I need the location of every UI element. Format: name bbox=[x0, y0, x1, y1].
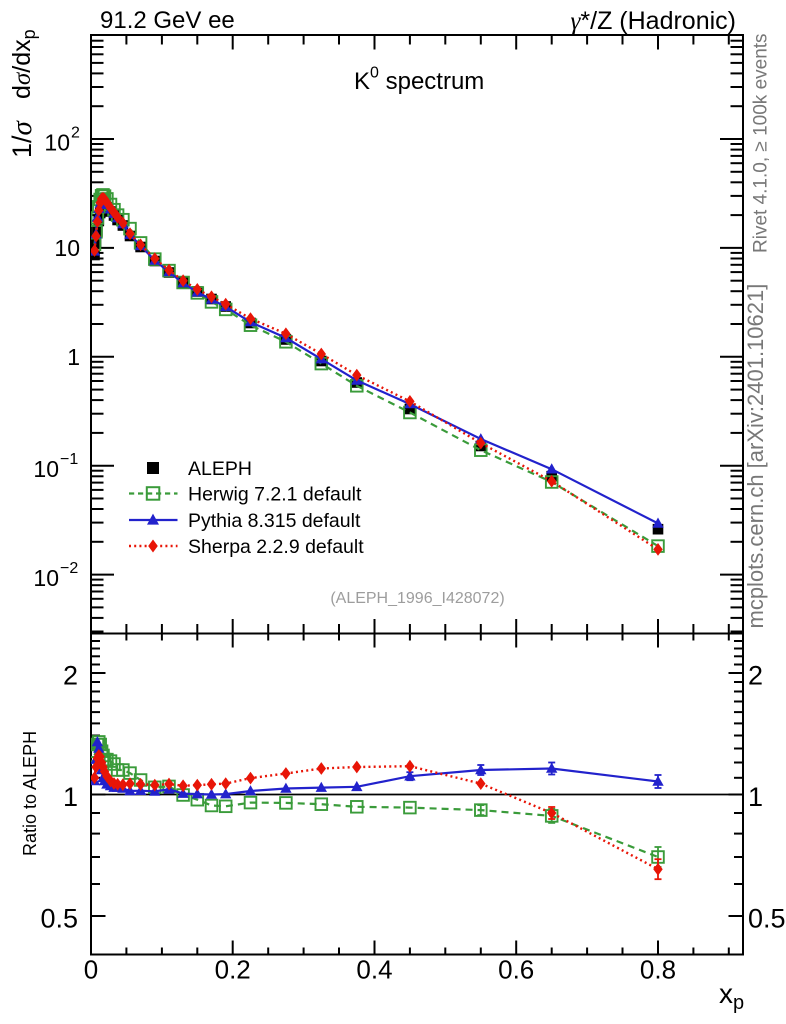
svg-text:Herwig 7.2.1 default: Herwig 7.2.1 default bbox=[188, 484, 362, 506]
svg-text:0.4: 0.4 bbox=[356, 955, 392, 985]
svg-text:Sherpa 2.2.9 default: Sherpa 2.2.9 default bbox=[188, 536, 364, 558]
svg-text:0.8: 0.8 bbox=[640, 955, 676, 985]
svg-text:Ratio to ALEPH: Ratio to ALEPH bbox=[20, 731, 40, 856]
svg-text:ALEPH: ALEPH bbox=[188, 458, 252, 480]
svg-text:1/σ: 1/σ bbox=[6, 119, 38, 158]
svg-text:dσ/dxp: dσ/dxp bbox=[8, 29, 39, 99]
svg-text:10: 10 bbox=[33, 565, 59, 591]
svg-text:Rivet 4.1.0, ≥ 100k events: Rivet 4.1.0, ≥ 100k events bbox=[751, 33, 772, 253]
svg-text:K0 spectrum: K0 spectrum bbox=[354, 65, 484, 96]
svg-text:10: 10 bbox=[44, 130, 70, 156]
svg-text:1: 1 bbox=[67, 344, 80, 370]
svg-text:0.2: 0.2 bbox=[215, 955, 251, 985]
svg-text:0.5: 0.5 bbox=[748, 904, 786, 934]
svg-text:−2: −2 bbox=[60, 560, 78, 577]
svg-text:0: 0 bbox=[84, 955, 98, 985]
svg-text:10: 10 bbox=[33, 456, 59, 482]
svg-text:0.5: 0.5 bbox=[40, 904, 78, 934]
svg-text:1: 1 bbox=[63, 782, 78, 812]
svg-text:2: 2 bbox=[71, 125, 80, 142]
svg-text:0.6: 0.6 bbox=[498, 955, 534, 985]
svg-text:Pythia 8.315 default: Pythia 8.315 default bbox=[188, 510, 361, 532]
svg-text:2: 2 bbox=[748, 661, 763, 691]
svg-text:1: 1 bbox=[748, 782, 763, 812]
svg-text:−1: −1 bbox=[60, 451, 78, 468]
svg-text:(ALEPH_1996_I428072): (ALEPH_1996_I428072) bbox=[330, 590, 504, 607]
svg-text:γ*/Z (Hadronic): γ*/Z (Hadronic) bbox=[571, 7, 736, 35]
svg-text:2: 2 bbox=[63, 661, 78, 691]
svg-text:91.2 GeV ee: 91.2 GeV ee bbox=[100, 7, 235, 34]
svg-text:10: 10 bbox=[54, 235, 80, 261]
svg-text:mcplots.cern.ch [arXiv:2401.10: mcplots.cern.ch [arXiv:2401.10621] bbox=[743, 284, 768, 629]
